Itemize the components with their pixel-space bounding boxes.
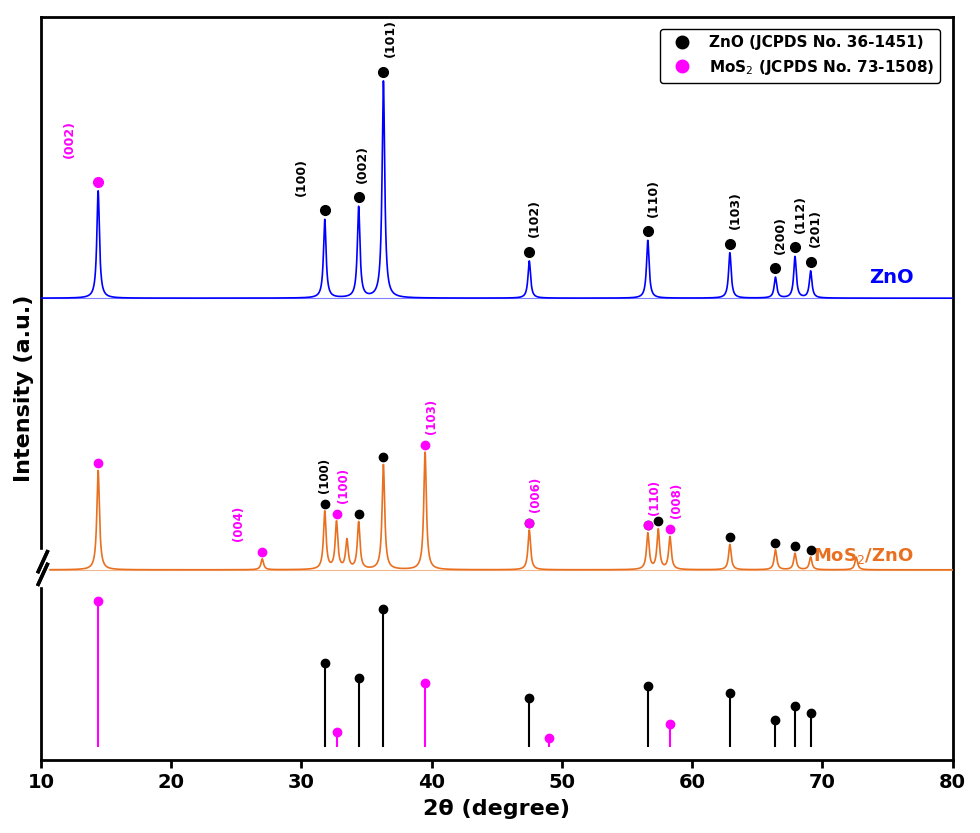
Legend: ZnO (JCPDS No. 36-1451), MoS$_2$ (JCPDS No. 73-1508): ZnO (JCPDS No. 36-1451), MoS$_2$ (JCPDS …	[661, 29, 941, 82]
Text: (100): (100)	[318, 457, 331, 492]
Text: (201): (201)	[809, 209, 822, 247]
Text: (103): (103)	[425, 399, 438, 434]
Text: (102): (102)	[528, 199, 541, 237]
Text: (002): (002)	[63, 120, 76, 158]
Text: (110): (110)	[648, 480, 661, 515]
Y-axis label: Intensity (a.u.): Intensity (a.u.)	[14, 295, 34, 482]
Text: (110): (110)	[647, 179, 660, 217]
Text: (008): (008)	[670, 483, 683, 518]
Text: (103): (103)	[728, 192, 742, 229]
Text: MoS$_2$/ZnO: MoS$_2$/ZnO	[812, 546, 913, 566]
Text: (006): (006)	[529, 476, 542, 512]
X-axis label: 2θ (degree): 2θ (degree)	[423, 799, 570, 819]
Text: (100): (100)	[336, 467, 350, 502]
Text: (100): (100)	[295, 157, 308, 196]
Text: (002): (002)	[356, 145, 369, 182]
Text: (112): (112)	[794, 195, 807, 233]
Text: (200): (200)	[774, 216, 787, 253]
Text: (101): (101)	[383, 19, 397, 57]
Text: (004): (004)	[232, 506, 245, 541]
Text: ZnO: ZnO	[869, 268, 913, 287]
